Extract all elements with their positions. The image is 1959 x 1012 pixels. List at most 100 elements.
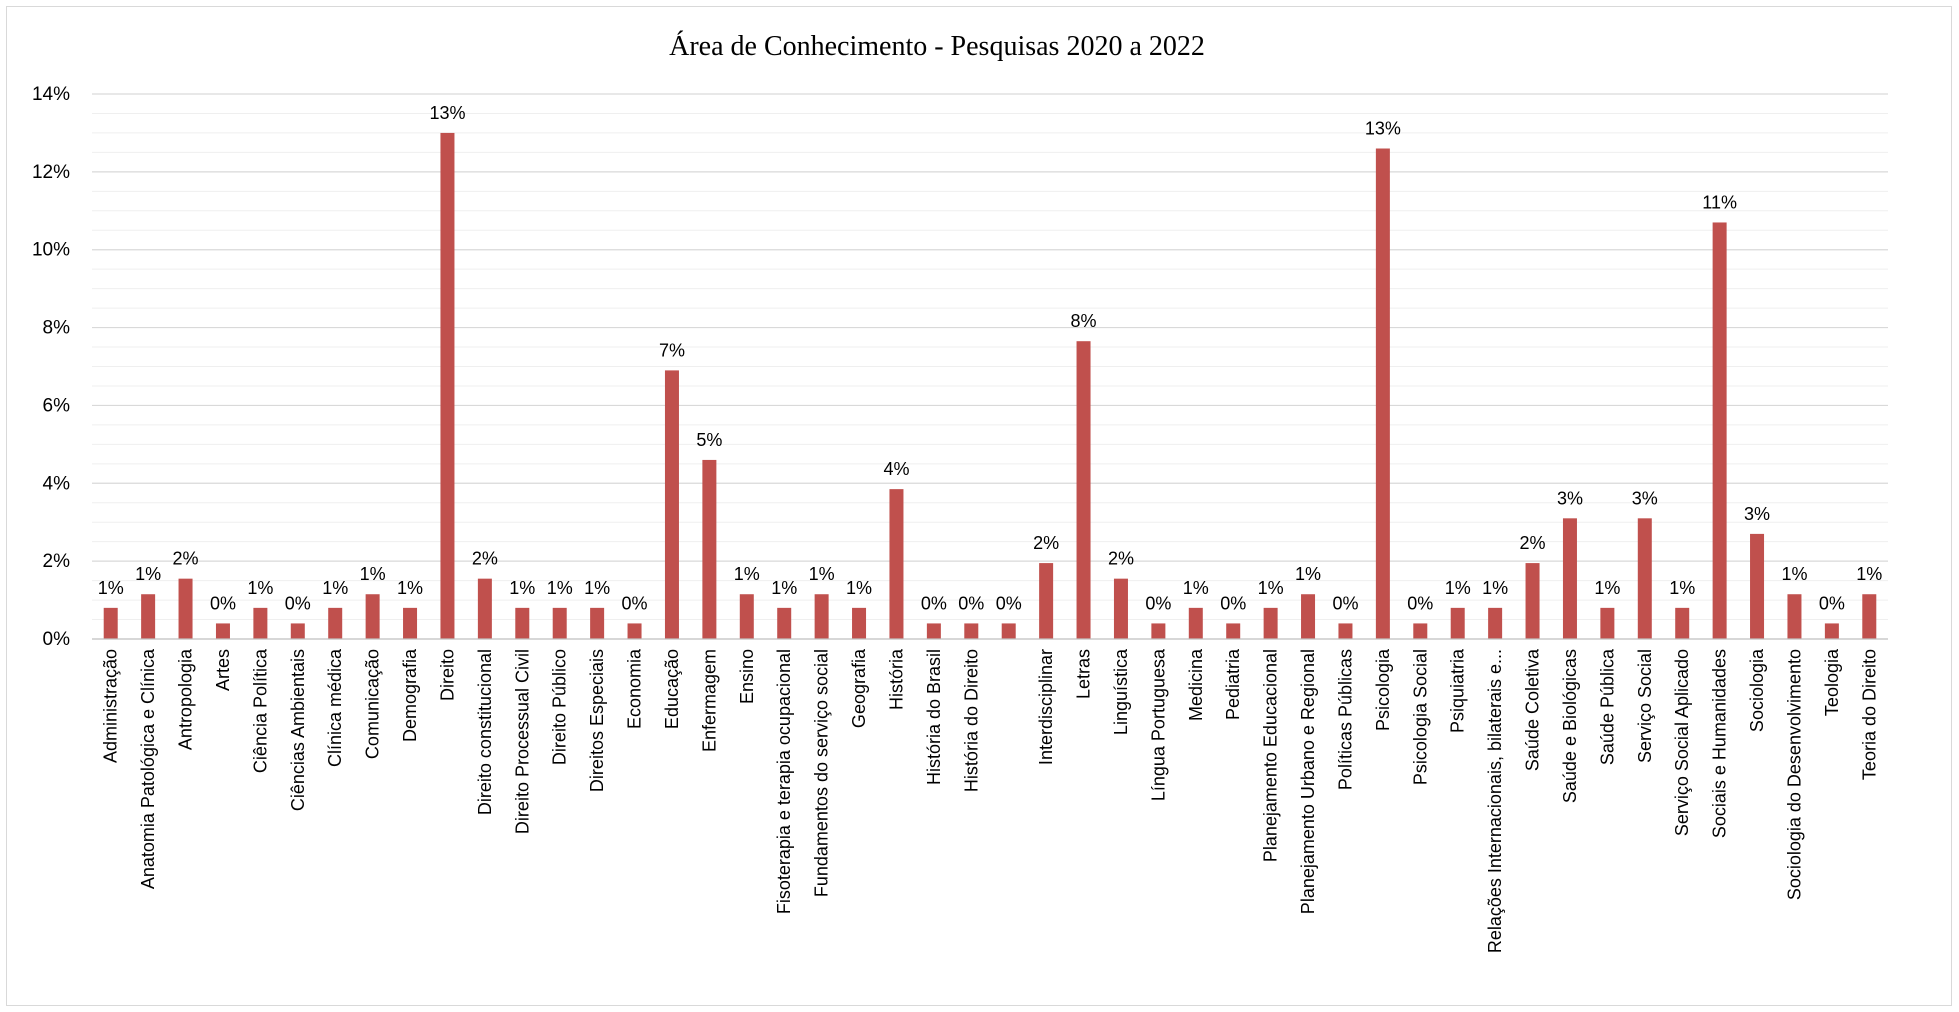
data-label: 1%: [584, 578, 610, 598]
x-tick-label: Fundamentos do serviço social: [812, 649, 832, 897]
x-tick-label: Políticas Públicas: [1335, 649, 1355, 790]
x-tick-label: Língua Portuguesa: [1148, 648, 1168, 801]
data-label: 1%: [771, 578, 797, 598]
x-tick-label: Administração: [101, 649, 121, 763]
x-tick-label: Direito Processual Civil: [512, 649, 532, 834]
x-tick-label: Economia: [625, 648, 645, 729]
data-label: 2%: [1108, 549, 1134, 569]
chart-frame: [6, 6, 1952, 1006]
x-tick-label: Psicologia: [1373, 648, 1393, 731]
data-label: 3%: [1632, 488, 1658, 508]
bar: [739, 594, 754, 639]
x-tick-label: Serviço Social Aplicado: [1672, 649, 1692, 836]
data-label: 1%: [1183, 578, 1209, 598]
bar: [1675, 607, 1690, 639]
data-label: 1%: [397, 578, 423, 598]
bar: [440, 132, 455, 639]
bar: [515, 607, 530, 639]
bar: [253, 607, 268, 639]
y-axis-ticks: 0% 2% 4% 6% 8% 10% 12% 14%: [32, 84, 70, 650]
data-label: 1%: [1258, 578, 1284, 598]
x-tick-label: Fisoterapia e terapia ocupacional: [774, 649, 794, 914]
chart-title: Área de Conhecimento - Pesquisas 2020 a …: [669, 31, 1205, 62]
x-tick-label: Direito: [437, 649, 457, 701]
data-label: 0%: [996, 593, 1022, 613]
data-label: 1%: [1856, 564, 1882, 584]
bar: [964, 623, 979, 639]
bar: [290, 623, 305, 639]
bar: [1488, 607, 1503, 639]
data-label: 2%: [1520, 533, 1546, 553]
x-tick-label: Antropologia: [176, 648, 196, 750]
bar: [1525, 563, 1540, 639]
data-label: 0%: [1819, 593, 1845, 613]
x-tick-label: Saúde e Biológicas: [1560, 649, 1580, 803]
x-tick-label: Psiquiatria: [1448, 648, 1468, 733]
bar: [814, 594, 829, 639]
y-tick-label: 10%: [32, 240, 70, 261]
bar: [1637, 518, 1652, 639]
bar: [1712, 222, 1727, 639]
x-tick-label: Geografia: [849, 648, 869, 728]
y-tick-label: 0%: [43, 629, 71, 650]
bar: [1824, 623, 1839, 639]
bar: [1750, 533, 1765, 639]
data-label: 0%: [958, 593, 984, 613]
data-label: 0%: [1220, 593, 1246, 613]
bar: [852, 607, 867, 639]
x-tick-label: Medicina: [1186, 648, 1206, 721]
data-label: 1%: [1482, 578, 1508, 598]
x-axis-ticks: Administração Anatomia Patológica e Clíni…: [101, 648, 1880, 953]
x-tick-label: Enfermagem: [699, 649, 719, 752]
bar: [1862, 594, 1877, 639]
data-label: 1%: [1594, 578, 1620, 598]
data-label: 1%: [135, 564, 161, 584]
bar: [1001, 623, 1016, 639]
bar: [702, 459, 717, 639]
bars: [103, 132, 1877, 639]
data-label: 1%: [1669, 578, 1695, 598]
data-label: 2%: [173, 549, 199, 569]
x-tick-label: Teoria do Direito: [1859, 649, 1879, 780]
x-tick-label: Sociologia: [1747, 648, 1767, 732]
bar: [1113, 578, 1128, 639]
bar: [103, 607, 118, 639]
x-tick-label: História do Brasil: [924, 649, 944, 785]
bar: [590, 607, 605, 639]
bar: [365, 594, 380, 639]
bar: [627, 623, 642, 639]
data-label: 1%: [734, 564, 760, 584]
x-tick-label: Pediatria: [1223, 648, 1243, 720]
bar: [1375, 148, 1390, 639]
data-label: 0%: [622, 593, 648, 613]
x-tick-label: Linguística: [1111, 648, 1131, 735]
data-label: 5%: [696, 430, 722, 450]
bar: [215, 623, 230, 639]
data-label: 1%: [247, 578, 273, 598]
x-tick-label: Sociologia do Desenvolvimento: [1784, 649, 1804, 900]
bar: [477, 578, 492, 639]
x-tick-label: História: [886, 648, 906, 710]
x-tick-label: Ciência Política: [250, 648, 270, 773]
x-tick-label: Comunicação: [363, 649, 383, 759]
y-tick-label: 2%: [43, 551, 71, 572]
data-labels: 1% 1% 2% 0% 1% 0% 1% 1% 1% 13% 2% 1% 1% 1% 0% 7% 5% 1% 1% 1…: [98, 103, 1883, 614]
bar: [1076, 341, 1091, 639]
data-label: 0%: [921, 593, 947, 613]
bar: [141, 594, 156, 639]
data-label: 0%: [1407, 593, 1433, 613]
x-tick-label: Ensino: [737, 649, 757, 704]
bar: [1301, 594, 1316, 639]
data-label: 1%: [98, 578, 124, 598]
y-tick-label: 14%: [32, 84, 70, 105]
data-label: 0%: [1332, 593, 1358, 613]
data-label: 1%: [1781, 564, 1807, 584]
y-tick-label: 8%: [43, 318, 71, 339]
x-tick-label: Teologia: [1822, 648, 1842, 716]
bar: [1413, 623, 1428, 639]
x-tick-label: Educação: [662, 649, 682, 729]
data-label: 1%: [322, 578, 348, 598]
x-tick-label: Psicologia Social: [1410, 649, 1430, 785]
bar: [926, 623, 941, 639]
